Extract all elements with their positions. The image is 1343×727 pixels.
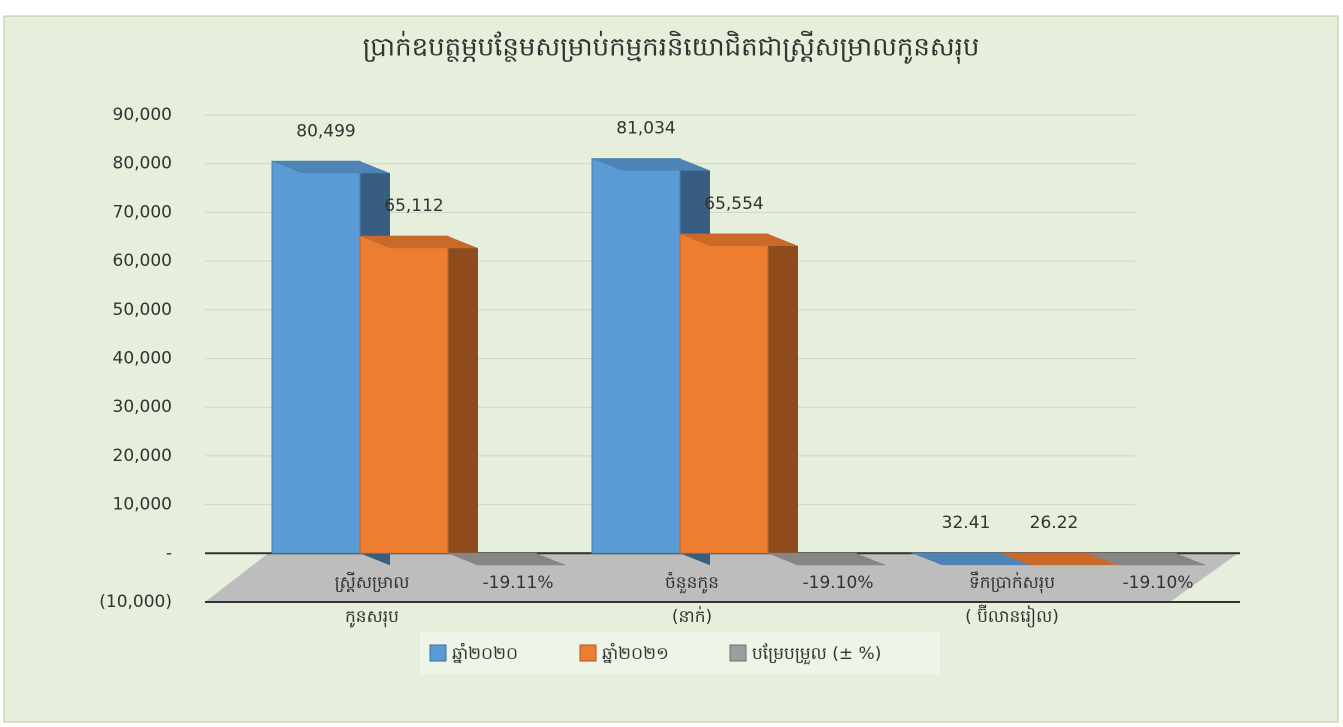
chart-title: ប្រាក់ឧបត្ថម្ភបន្ថែមសម្រាប់កម្មករនិយោជិត…: [363, 31, 980, 65]
x-tick-label: ទឹកប្រាក់សរុប: [969, 571, 1055, 594]
legend-label: បម្រែបម្រួល (± %): [752, 643, 881, 665]
bar-top: [680, 234, 798, 247]
bar-top: [1088, 553, 1206, 566]
x-tick-label: ចំនួនកូន: [665, 571, 719, 594]
data-label: 65,112: [384, 196, 443, 216]
bar-top: [272, 161, 390, 174]
data-label: 26.22: [1030, 513, 1079, 533]
y-tick-label: (10,000): [99, 592, 172, 612]
legend-label: ឆ្នាំ២០២០: [452, 642, 518, 664]
y-tick-label: 60,000: [113, 251, 172, 271]
y-tick-label: 10,000: [113, 495, 172, 515]
bar: [679, 233, 769, 554]
data-label: -19.10%: [1123, 573, 1194, 593]
data-label: -19.11%: [483, 573, 554, 593]
data-label: 32.41: [942, 513, 991, 533]
legend-swatch: [729, 644, 747, 662]
x-tick-label: កូនសរុប: [345, 607, 399, 628]
bar-top: [448, 553, 566, 566]
bar-side: [448, 236, 478, 566]
bar: [359, 235, 449, 554]
y-tick-label: -: [166, 543, 172, 563]
bar-top: [768, 553, 886, 566]
bar-top: [1000, 553, 1118, 566]
bar-side: [768, 234, 798, 566]
y-tick-label: 30,000: [113, 397, 172, 417]
bar-top: [360, 236, 478, 249]
y-tick-label: 50,000: [113, 300, 172, 320]
bar-top: [912, 553, 1030, 566]
legend-swatch: [579, 644, 597, 662]
x-tick-label: ( ប៊ីលានរៀល): [965, 604, 1059, 628]
x-tick-label: ស្ត្រីសម្រាល: [335, 571, 410, 593]
legend-box: [420, 632, 940, 674]
bar: [591, 158, 681, 554]
data-label: 80,499: [296, 121, 355, 141]
y-tick-label: 90,000: [113, 105, 172, 125]
legend-label: ឆ្នាំ២០២១: [602, 642, 669, 664]
y-tick-label: 20,000: [113, 446, 172, 466]
data-label: 81,034: [616, 119, 675, 139]
y-tick-label: 40,000: [113, 349, 172, 369]
data-label: 65,554: [704, 194, 763, 214]
bar: [271, 160, 361, 554]
legend-swatch: [429, 644, 447, 662]
x-tick-label: (នាក់): [672, 605, 712, 627]
y-tick-label: 80,000: [113, 154, 172, 174]
bar-top: [592, 158, 710, 171]
data-label: -19.10%: [803, 573, 874, 593]
y-tick-label: 70,000: [113, 202, 172, 222]
